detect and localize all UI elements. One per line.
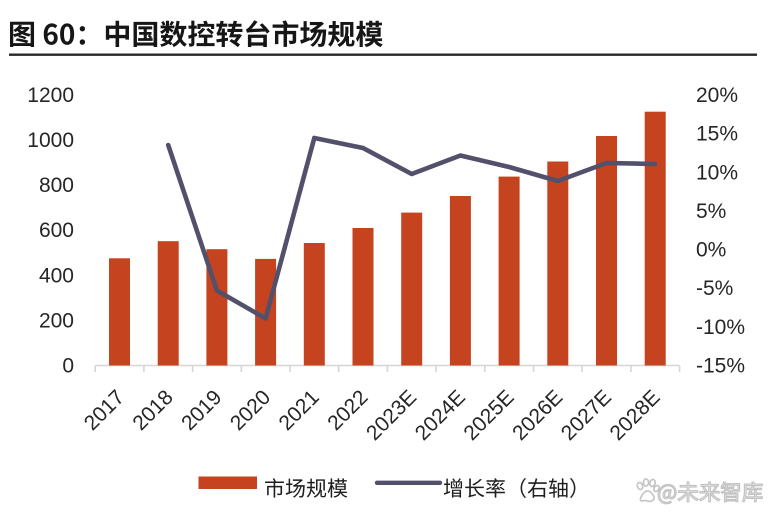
- svg-text:10%: 10%: [696, 161, 738, 184]
- svg-text:-15%: -15%: [696, 355, 745, 378]
- svg-text:600: 600: [39, 219, 74, 242]
- svg-text:0%: 0%: [696, 239, 726, 262]
- svg-text:0: 0: [62, 355, 74, 378]
- svg-text:-10%: -10%: [696, 316, 745, 339]
- svg-text:5%: 5%: [696, 200, 726, 223]
- svg-text:400: 400: [39, 264, 74, 287]
- svg-text:15%: 15%: [696, 123, 738, 146]
- svg-text:-5%: -5%: [696, 277, 733, 300]
- svg-text:200: 200: [39, 309, 74, 332]
- svg-text:1000: 1000: [27, 129, 74, 152]
- svg-text:1200: 1200: [27, 84, 74, 107]
- svg-text:800: 800: [39, 174, 74, 197]
- svg-text:20%: 20%: [696, 84, 738, 107]
